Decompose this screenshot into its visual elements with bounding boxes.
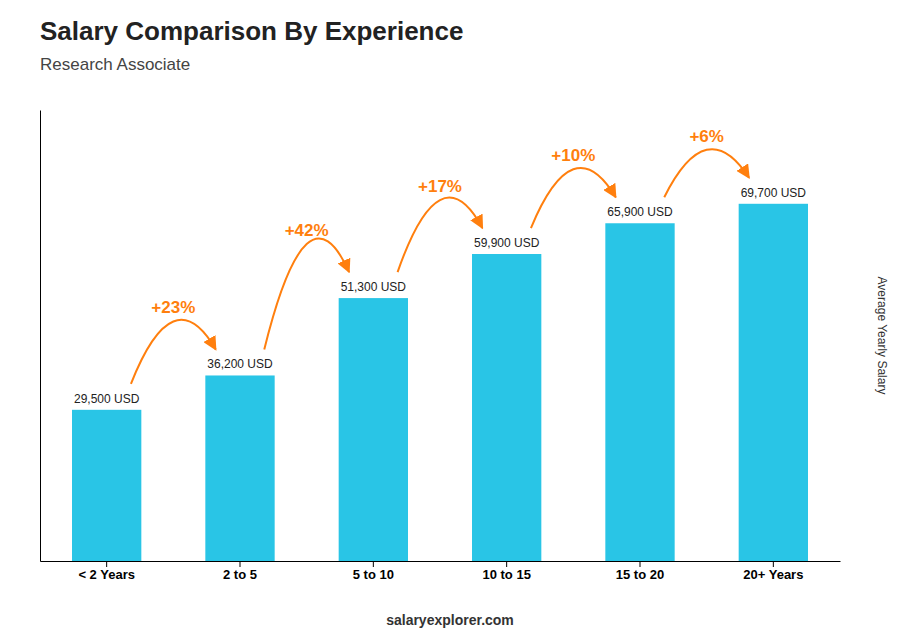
x-tick-label: 5 to 10 bbox=[353, 567, 394, 582]
change-label: +6% bbox=[689, 127, 724, 146]
change-arrow bbox=[398, 198, 483, 273]
x-tick-label: < 2 Years bbox=[78, 567, 135, 582]
bars bbox=[72, 204, 808, 561]
x-tick-label: 20+ Years bbox=[743, 567, 803, 582]
y-axis-line bbox=[40, 111, 41, 562]
x-tick-mark bbox=[240, 561, 241, 567]
x-tick-mark bbox=[773, 561, 774, 567]
x-tick-label: 10 to 15 bbox=[482, 567, 530, 582]
subtitle: Research Associate bbox=[40, 55, 190, 74]
x-tick: 2 to 5 bbox=[223, 561, 257, 582]
x-tick: 10 to 15 bbox=[482, 561, 530, 582]
data-label: 36,200 USD bbox=[207, 357, 273, 371]
change-label: +23% bbox=[151, 298, 195, 317]
change-arrow bbox=[264, 238, 349, 349]
data-label: 29,500 USD bbox=[74, 392, 140, 406]
bar bbox=[739, 204, 808, 561]
change-label: +42% bbox=[285, 221, 329, 240]
change-label: +17% bbox=[418, 177, 462, 196]
x-axis-line bbox=[41, 561, 841, 562]
data-labels: 29,500 USD 36,200 USD 51,300 USD 59,900 USD… bbox=[74, 186, 806, 406]
footer-part: salary bbox=[386, 612, 427, 628]
x-tick: 5 to 10 bbox=[353, 561, 394, 582]
data-label: 65,900 USD bbox=[607, 205, 673, 219]
footer-part: explorer.com bbox=[427, 612, 514, 628]
x-tick: 15 to 20 bbox=[616, 561, 664, 582]
data-label: 51,300 USD bbox=[341, 280, 407, 294]
bar bbox=[72, 410, 141, 561]
y-axis bbox=[40, 111, 41, 562]
data-label: 59,900 USD bbox=[474, 236, 540, 250]
plot-area: < 2 Years 2 to 5 5 to 10 10 to 15 15 to 20 20… bbox=[41, 111, 841, 583]
title: Salary Comparison By Experience bbox=[40, 16, 463, 46]
x-tick: < 2 Years bbox=[78, 561, 135, 582]
y-axis-title: Average Yearly Salary bbox=[875, 277, 889, 395]
x-tick-label: 15 to 20 bbox=[616, 567, 664, 582]
bar bbox=[205, 375, 274, 561]
change-annotations: +23% +42% +17% +10% +6% bbox=[131, 127, 749, 384]
x-tick-mark bbox=[373, 561, 374, 567]
bar bbox=[472, 254, 541, 561]
bar bbox=[605, 223, 674, 561]
change-label: +10% bbox=[551, 146, 595, 165]
x-tick-mark bbox=[506, 561, 507, 567]
data-label: 69,700 USD bbox=[741, 186, 807, 200]
change-arrow bbox=[664, 149, 749, 197]
change-arrow bbox=[531, 168, 616, 228]
x-tick: 20+ Years bbox=[743, 561, 803, 582]
bar bbox=[339, 298, 408, 561]
x-tick-mark bbox=[640, 561, 641, 567]
x-tick-mark bbox=[106, 561, 107, 567]
footer: salaryexplorer.com bbox=[386, 612, 514, 628]
x-axis: < 2 Years 2 to 5 5 to 10 10 to 15 15 to 20 20… bbox=[41, 561, 841, 582]
change-arrow bbox=[131, 320, 216, 384]
x-tick-label: 2 to 5 bbox=[223, 567, 257, 582]
chart-root: Salary Comparison By Experience Research … bbox=[0, 0, 900, 641]
